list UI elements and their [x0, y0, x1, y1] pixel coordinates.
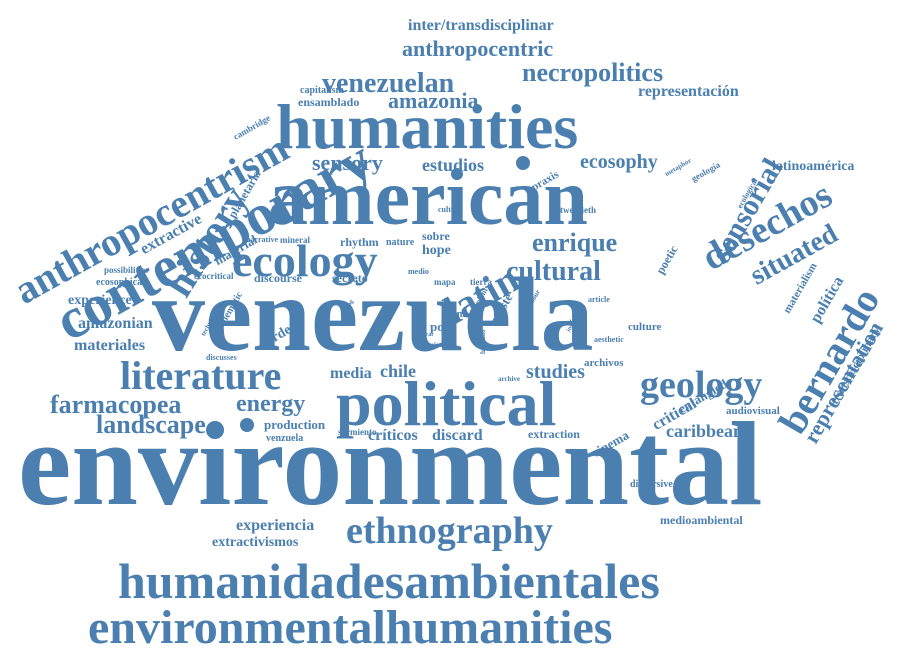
- word: críticos: [368, 427, 418, 444]
- word: enrique: [532, 228, 618, 257]
- word: twentieth: [560, 205, 596, 215]
- word: post: [430, 319, 454, 334]
- word: modern: [560, 320, 580, 326]
- word: cultura: [438, 205, 463, 214]
- word: medioambiental: [660, 513, 743, 527]
- word: studies: [526, 361, 585, 383]
- dot-mark: [240, 418, 254, 432]
- word: extractivismos: [212, 535, 299, 550]
- word: mapa: [434, 277, 456, 287]
- word: archivos: [584, 357, 624, 369]
- word: caribbean: [666, 421, 744, 441]
- word: hope: [422, 243, 451, 258]
- word: medio: [408, 267, 429, 276]
- word: sobre: [422, 229, 450, 243]
- word: political: [336, 368, 557, 439]
- word: cultural: [506, 256, 601, 287]
- word: environmental: [18, 397, 763, 530]
- word: production: [264, 417, 326, 432]
- word: american: [268, 154, 588, 242]
- word: environmentalhumanities: [88, 601, 613, 651]
- word: ecosophical: [96, 277, 145, 288]
- word: rhythm: [340, 235, 379, 249]
- word: venezuela: [152, 256, 594, 373]
- word: chile: [380, 361, 416, 381]
- word: capitalism: [300, 85, 344, 96]
- word: representación: [638, 83, 739, 100]
- word: discard: [432, 427, 483, 444]
- word: possibilities: [104, 265, 149, 275]
- word: experience: [68, 293, 132, 308]
- word: materiales: [74, 337, 146, 354]
- word: sensory: [312, 150, 383, 175]
- word: article: [588, 295, 610, 304]
- word: audiovisual: [726, 405, 780, 417]
- word: amazonia: [388, 88, 479, 113]
- word: discourse: [254, 271, 302, 285]
- word: farmacopea: [50, 390, 182, 419]
- word: ensamblado: [298, 95, 360, 109]
- word: geología: [689, 159, 722, 184]
- word: culture: [628, 321, 662, 333]
- word: experiencia: [236, 517, 315, 534]
- word: ecocritical: [194, 271, 234, 281]
- word: necropolitics: [522, 58, 664, 87]
- word: nature: [386, 237, 415, 248]
- word: amazonian: [78, 315, 153, 332]
- word: literature: [120, 353, 282, 398]
- word: inter/transdisciplinar: [408, 17, 554, 34]
- word: ecology: [232, 235, 378, 286]
- word: latinoamérica: [772, 159, 855, 174]
- word: poetic: [653, 242, 681, 277]
- dot-mark: [516, 156, 530, 170]
- word: extraction: [528, 427, 580, 441]
- word: energy: [236, 391, 306, 417]
- word: film: [448, 309, 466, 320]
- word: anthropocentric: [402, 36, 554, 61]
- word: humano: [479, 329, 487, 354]
- word: aesthetic: [594, 335, 624, 344]
- word: venzuela: [266, 433, 304, 444]
- word: landscape: [96, 410, 206, 439]
- word: venezuelan: [322, 68, 455, 99]
- word: ecosophy: [580, 151, 658, 173]
- word: ethical: [416, 332, 433, 338]
- word: narrative: [246, 235, 278, 244]
- word: media: [330, 365, 372, 382]
- word: ethnography: [346, 510, 553, 552]
- word: sarmiento: [338, 427, 377, 437]
- word: misa: [428, 341, 442, 349]
- word: geology: [640, 364, 763, 406]
- word: humanidadesambientales: [118, 553, 660, 609]
- word: mineral: [280, 235, 310, 245]
- word: archive: [498, 375, 521, 383]
- word: estudios: [422, 155, 485, 175]
- word: secreto: [332, 271, 368, 285]
- word: discursive: [630, 479, 673, 490]
- word: humanities: [276, 91, 579, 162]
- word: discusses: [206, 353, 237, 362]
- word: tierra: [470, 277, 492, 287]
